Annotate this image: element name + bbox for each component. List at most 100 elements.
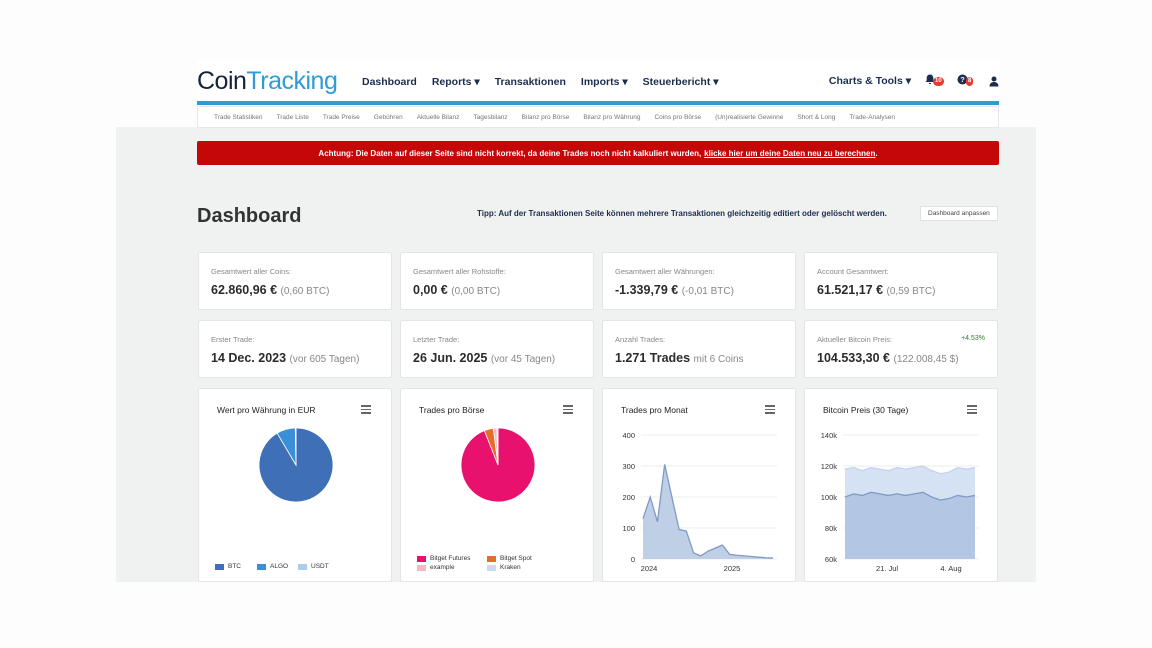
stat-card-coins: Gesamtwert aller Coins: 62.860,96 € (0,6… bbox=[198, 252, 392, 310]
user-icon[interactable] bbox=[989, 76, 999, 87]
legend-entry[interactable]: Bitget Futures bbox=[417, 555, 470, 562]
stat-value: 1.271 Trades mit 6 Coins bbox=[615, 351, 744, 365]
x-tick-label: 2025 bbox=[724, 564, 741, 573]
chart-title: Trades pro Börse bbox=[419, 405, 485, 415]
alert-end: . bbox=[875, 148, 878, 158]
subnav-aktuelle-bilanz[interactable]: Aktuelle Bilanz bbox=[416, 113, 460, 121]
tip-text: Tipp: Auf der Transaktionen Seite können… bbox=[477, 209, 887, 218]
chart-card-bitcoin-preis: Bitcoin Preis (30 Tage) 60k 80k 100k 120k 14… bbox=[804, 388, 998, 582]
nav-imports[interactable]: Imports ▾ bbox=[580, 76, 628, 88]
subnav-trade-analysen[interactable]: Trade-Analysen bbox=[849, 113, 895, 121]
legend-entry[interactable]: USDT bbox=[298, 563, 329, 570]
logo[interactable]: CoinTracking bbox=[197, 67, 338, 96]
area-series-line bbox=[844, 465, 976, 475]
help-badge: 8 bbox=[966, 77, 974, 86]
price-change-badge: +4.53% bbox=[961, 335, 985, 342]
stat-card-trade-count: Anzahl Trades: 1.271 Trades mit 6 Coins bbox=[602, 320, 796, 378]
customize-dashboard-button[interactable]: Dashboard anpassen bbox=[920, 206, 998, 221]
subnav-bilanz-pro-boerse[interactable]: Bilanz pro Börse bbox=[521, 113, 570, 121]
bell-icon bbox=[925, 74, 935, 85]
subnav-trade-liste[interactable]: Trade Liste bbox=[276, 113, 309, 121]
stat-card-last-trade: Letzter Trade: 26 Jun. 2025 (vor 45 Tage… bbox=[400, 320, 594, 378]
legend-entry[interactable]: Bitget Spot bbox=[487, 555, 532, 562]
subnav-gewinne[interactable]: (Un)realisierte Gewinne bbox=[715, 113, 784, 121]
x-tick-label: 4. Aug bbox=[940, 564, 961, 573]
chart-title: Bitcoin Preis (30 Tage) bbox=[823, 405, 909, 415]
legend-entry[interactable]: Kraken bbox=[487, 564, 521, 571]
area-series-fill[interactable] bbox=[845, 492, 975, 559]
nav-right: Charts & Tools ▾ 10 ? 8 bbox=[829, 74, 999, 88]
x-tick-label: 2024 bbox=[641, 564, 658, 573]
stat-card-waehrungen: Gesamtwert aller Währungen: -1.339,79 € … bbox=[602, 252, 796, 310]
subnav-gebuehren[interactable]: Gebühren bbox=[373, 113, 403, 121]
stat-label: Aktueller Bitcoin Preis: bbox=[817, 335, 893, 344]
top-header: CoinTracking Dashboard Reports ▾ Transak… bbox=[197, 60, 999, 105]
hamburger-menu-icon[interactable] bbox=[765, 405, 775, 414]
chart-title: Trades pro Monat bbox=[621, 405, 688, 415]
stat-value: -1.339,79 € (-0,01 BTC) bbox=[615, 283, 734, 297]
pie-chart-boerse bbox=[460, 427, 536, 503]
nav-dashboard[interactable]: Dashboard bbox=[362, 76, 417, 88]
legend-entry[interactable]: example bbox=[417, 564, 455, 571]
chart-card-trades-pro-boerse: Trades pro Börse Bitget Futures Bitget S… bbox=[400, 388, 594, 582]
chart-card-trades-pro-monat: Trades pro Monat 0 100 200 300 400 2024 2025 bbox=[602, 388, 796, 582]
stat-card-bitcoin-price: Aktueller Bitcoin Preis: +4.53% 104.533,… bbox=[804, 320, 998, 378]
help-button[interactable]: ? 8 bbox=[957, 74, 977, 88]
stat-label: Gesamtwert aller Coins: bbox=[211, 267, 292, 276]
stat-label: Gesamtwert aller Rohstoffe: bbox=[413, 267, 506, 276]
nav-steuerbericht[interactable]: Steuerbericht ▾ bbox=[642, 76, 719, 88]
sub-navigation: Trade Statistiken Trade Liste Trade Prei… bbox=[197, 106, 999, 128]
recalculate-alert: Achtung: Die Daten auf dieser Seite sind… bbox=[197, 141, 999, 165]
main-nav: Dashboard Reports ▾ Transaktionen Import… bbox=[362, 76, 734, 88]
logo-part-coin: Coin bbox=[197, 67, 247, 95]
subnav-coins-pro-boerse[interactable]: Coins pro Börse bbox=[654, 113, 702, 121]
stat-card-account: Account Gesamtwert: 61.521,17 € (0,59 BT… bbox=[804, 252, 998, 310]
pie-slice-usdt[interactable] bbox=[294, 427, 297, 466]
stat-value: 61.521,17 € (0,59 BTC) bbox=[817, 283, 936, 297]
y-tick-label: 0 bbox=[631, 555, 635, 564]
subnav-tagesbilanz[interactable]: Tagesbilanz bbox=[473, 113, 508, 121]
notification-badge: 10 bbox=[933, 77, 944, 86]
stat-value: 14 Dec. 2023 (vor 605 Tagen) bbox=[211, 351, 360, 365]
stat-label: Erster Trade: bbox=[211, 335, 255, 344]
subnav-trade-statistiken[interactable]: Trade Statistiken bbox=[214, 113, 263, 121]
x-tick-label: 21. Jul bbox=[876, 564, 898, 573]
y-tick-label: 80k bbox=[825, 524, 837, 533]
nav-transaktionen[interactable]: Transaktionen bbox=[494, 76, 566, 88]
y-tick-label: 100k bbox=[821, 493, 838, 502]
subnav-short-long[interactable]: Short & Long bbox=[797, 113, 836, 121]
header-accent-bar bbox=[197, 101, 999, 105]
area-series-fill[interactable] bbox=[643, 464, 773, 559]
pie-slice-kraken[interactable] bbox=[496, 427, 499, 466]
subnav-trade-preise[interactable]: Trade Preise bbox=[322, 113, 360, 121]
hamburger-menu-icon[interactable] bbox=[563, 405, 573, 414]
stat-label: Gesamtwert aller Währungen: bbox=[615, 267, 715, 276]
page-title: Dashboard bbox=[197, 205, 302, 227]
nav-reports[interactable]: Reports ▾ bbox=[431, 76, 480, 88]
legend-entry[interactable]: ALGO bbox=[257, 563, 288, 570]
logo-part-tracking: Tracking bbox=[246, 67, 338, 95]
y-tick-label: 400 bbox=[622, 431, 635, 440]
nav-charts-tools[interactable]: Charts & Tools ▾ bbox=[828, 75, 911, 87]
hamburger-menu-icon[interactable] bbox=[967, 405, 977, 414]
subnav-bilanz-pro-waehrung[interactable]: Bilanz pro Währung bbox=[583, 113, 641, 121]
area-chart-trades: 0 100 200 300 400 2024 2025 bbox=[622, 431, 777, 573]
y-tick-label: 100 bbox=[622, 524, 635, 533]
area-chart-bitcoin: 60k 80k 100k 120k 140k 21. Jul 4. Aug bbox=[821, 431, 979, 573]
stat-value: 26 Jun. 2025 (vor 45 Tagen) bbox=[413, 351, 556, 365]
notifications-button[interactable]: 10 bbox=[925, 74, 945, 88]
svg-text:?: ? bbox=[960, 75, 965, 84]
question-icon: ? bbox=[957, 74, 968, 85]
hamburger-menu-icon[interactable] bbox=[361, 405, 371, 414]
y-tick-label: 60k bbox=[825, 555, 837, 564]
y-tick-label: 120k bbox=[821, 462, 838, 471]
y-tick-label: 140k bbox=[821, 431, 838, 440]
recalculate-link[interactable]: klicke hier um deine Daten neu zu berech… bbox=[704, 148, 876, 158]
stat-label: Anzahl Trades: bbox=[615, 335, 666, 344]
alert-text: Achtung: Die Daten auf dieser Seite sind… bbox=[318, 148, 702, 158]
chart-title: Wert pro Währung in EUR bbox=[217, 405, 316, 415]
legend-entry[interactable]: BTC bbox=[215, 563, 241, 570]
area-series-line bbox=[642, 464, 774, 559]
stat-value: 0,00 € (0,00 BTC) bbox=[413, 283, 501, 297]
stat-value: 104.533,30 € (122.008,45 $) bbox=[817, 351, 959, 365]
